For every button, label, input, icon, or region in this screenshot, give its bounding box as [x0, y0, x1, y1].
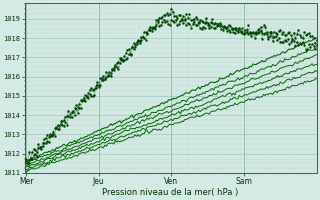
X-axis label: Pression niveau de la mer( hPa ): Pression niveau de la mer( hPa )	[102, 188, 239, 197]
